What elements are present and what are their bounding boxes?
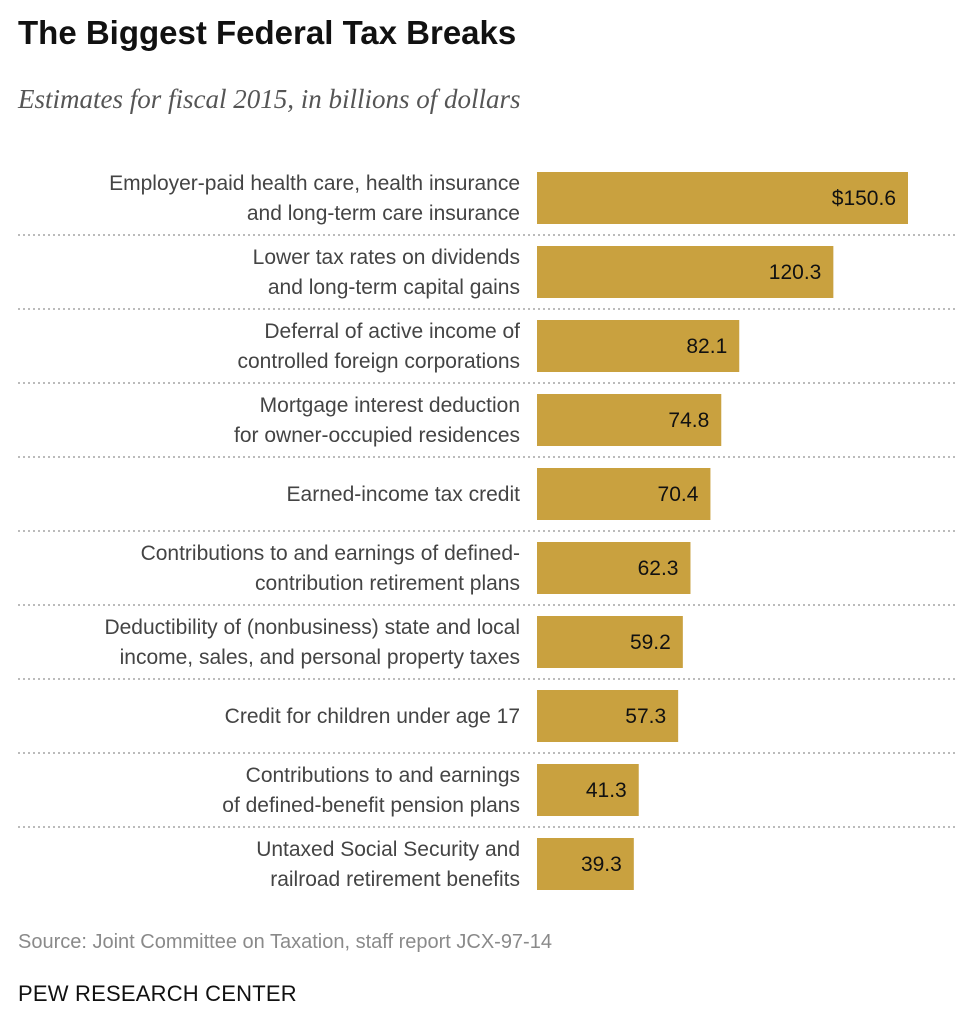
- chart-subtitle: Estimates for fiscal 2015, in billions o…: [18, 84, 521, 114]
- bar: [537, 394, 722, 446]
- bar-value-label: 59.2: [630, 631, 671, 654]
- category-label: income, sales, and personal property tax…: [120, 646, 520, 669]
- bar: [537, 542, 691, 594]
- bar-value-label: 39.3: [581, 853, 622, 876]
- category-label: for owner-occupied residences: [234, 424, 520, 447]
- bar-value-label: $150.6: [832, 187, 896, 210]
- bar: [537, 764, 639, 816]
- category-label: Credit for children under age 17: [225, 705, 520, 728]
- category-label: and long-term capital gains: [268, 276, 520, 299]
- category-label: Contributions to and earnings of defined…: [141, 542, 520, 565]
- bar-value-label: 62.3: [638, 557, 679, 580]
- bar: [537, 468, 711, 520]
- category-label: Earned-income tax credit: [287, 483, 521, 506]
- category-label: railroad retirement benefits: [270, 868, 520, 891]
- chart-title: The Biggest Federal Tax Breaks: [18, 14, 517, 51]
- category-label: Deductibility of (nonbusiness) state and…: [104, 616, 520, 639]
- category-label: contribution retirement plans: [255, 572, 520, 595]
- category-label: controlled foreign corporations: [238, 350, 521, 373]
- brand-logo-text: PEW RESEARCH CENTER: [18, 981, 297, 1006]
- bar-value-label: 57.3: [625, 705, 666, 728]
- category-label: Contributions to and earnings: [246, 764, 520, 787]
- bar: [537, 838, 634, 890]
- category-label: Untaxed Social Security and: [256, 838, 520, 861]
- category-label: Mortgage interest deduction: [260, 394, 520, 417]
- bar-value-label: 82.1: [686, 335, 727, 358]
- category-label: Deferral of active income of: [264, 320, 520, 343]
- bar-chart: $150.6 Employer-paid health care, health …: [18, 172, 957, 891]
- bar-value-label: 41.3: [586, 779, 627, 802]
- source-note: Source: Joint Committee on Taxation, sta…: [18, 931, 552, 953]
- bar: [537, 172, 908, 224]
- category-label: of defined-benefit pension plans: [222, 794, 520, 817]
- bar-value-label: 120.3: [769, 261, 822, 284]
- category-label: and long-term care insurance: [247, 202, 520, 225]
- category-label: Employer-paid health care, health insura…: [109, 172, 520, 195]
- bar-value-label: 74.8: [668, 409, 709, 432]
- bar: [537, 616, 683, 668]
- bar: [537, 320, 740, 372]
- bar: [537, 690, 679, 742]
- bar: [537, 246, 834, 298]
- category-label: Lower tax rates on dividends: [253, 246, 520, 269]
- bar-value-label: 70.4: [658, 483, 699, 506]
